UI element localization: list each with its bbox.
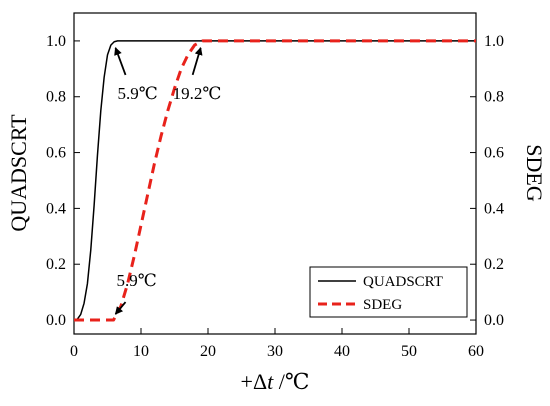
y-right-tick-label: 0.0	[484, 312, 504, 329]
y-right-tick-label: 0.6	[484, 145, 504, 162]
y-left-tick-label: 0.2	[46, 256, 66, 273]
y-right-tick-label: 0.4	[484, 200, 504, 217]
y-right-tick-label: 0.2	[484, 256, 504, 273]
legend: QUADSCRT SDEG	[309, 266, 468, 318]
legend-label-sdeg: SDEG	[363, 297, 402, 313]
x-tick-label: 0	[70, 343, 78, 360]
annotation-arrow	[191, 46, 203, 76]
annotations-layer: 5.9℃ 19.2℃ 5.9℃	[114, 46, 222, 315]
x-axis-label-var: t	[267, 369, 274, 394]
x-axis-label-main: +Δ	[241, 369, 268, 394]
y-left-tick-label: 0.6	[46, 145, 66, 162]
x-tick-label: 60	[468, 343, 484, 360]
annotation-arrow	[114, 301, 127, 315]
legend-box	[309, 266, 468, 318]
ticks-layer: 0 10 20 30 40 50 600.00.20.40.60.81.00.00.20.4…	[46, 33, 504, 360]
x-tick-label: 10	[133, 343, 149, 360]
y-axis-left-label: QUADSCRT	[6, 114, 31, 232]
annotation-label: 5.9℃	[118, 84, 158, 103]
y-left-tick-label: 1.0	[46, 33, 66, 50]
y-right-tick-label: 1.0	[484, 33, 504, 50]
annotation-arrow	[114, 46, 127, 76]
y-left-tick-label: 0.0	[46, 312, 66, 329]
legend-label-quadscrt: QUADSCRT	[363, 274, 443, 290]
x-tick-label: 30	[267, 343, 283, 360]
x-tick-label: 40	[334, 343, 350, 360]
x-axis-label: +Δt /℃	[241, 369, 310, 394]
x-tick-label: 50	[401, 343, 417, 360]
y-axis-right-label: SDEG	[522, 144, 547, 202]
x-axis-label-unit: /℃	[273, 369, 309, 394]
y-left-tick-label: 0.4	[46, 200, 66, 217]
x-tick-label: 20	[200, 343, 216, 360]
y-left-tick-label: 0.8	[46, 89, 66, 106]
annotation-label: 5.9℃	[117, 271, 157, 290]
y-right-tick-label: 0.8	[484, 89, 504, 106]
annotation-label: 19.2℃	[173, 84, 222, 103]
